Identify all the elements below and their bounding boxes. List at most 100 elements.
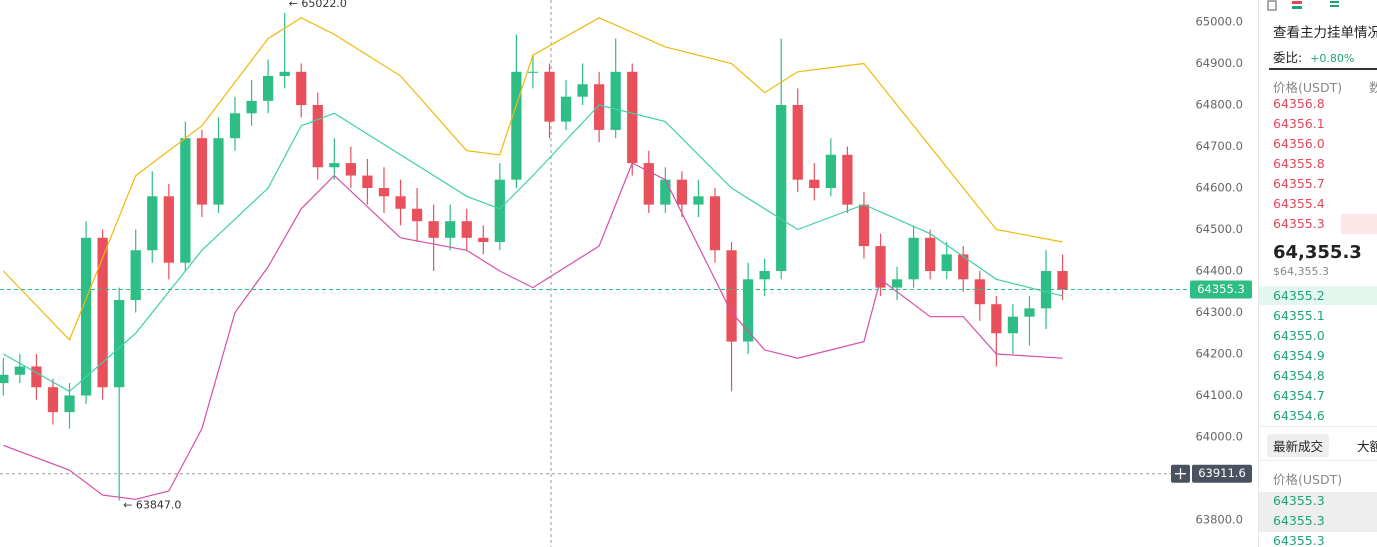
candle-body <box>875 246 886 288</box>
candle-body <box>213 138 224 205</box>
last-price-tag <box>1190 280 1252 299</box>
candle-body <box>726 250 737 342</box>
candle-body <box>560 96 572 122</box>
ask-price: 64356.0 <box>1273 136 1325 151</box>
band-line <box>2 17 1063 341</box>
candle-body <box>163 196 174 263</box>
ask-price: 64356.1 <box>1273 116 1325 131</box>
y-tick-label: 64700.0 <box>1195 139 1243 153</box>
candle-body <box>362 175 373 189</box>
candle-body <box>0 374 9 384</box>
candle-body <box>511 71 522 180</box>
band-line <box>3 104 1063 393</box>
ask-price: 64355.4 <box>1273 196 1325 211</box>
plus-icon <box>1175 468 1186 480</box>
y-tick-label: 64900.0 <box>1195 56 1243 70</box>
divider <box>1259 426 1377 427</box>
candle-body <box>577 84 588 97</box>
candle-body <box>925 237 936 272</box>
candle-body <box>709 196 721 251</box>
candle-body <box>908 237 919 280</box>
y-tick-label: 65000.0 <box>1195 14 1243 28</box>
tab[interactable]: 大额 <box>1357 439 1377 454</box>
y-tick-label: 64000.0 <box>1195 430 1243 444</box>
bid-price: 64355.2 <box>1273 288 1325 303</box>
y-tick-label: 63800.0 <box>1195 513 1243 527</box>
y-tick-label: 64500.0 <box>1195 222 1243 236</box>
candle-body <box>643 163 654 205</box>
candle-body <box>974 279 985 305</box>
candle-body <box>776 105 787 272</box>
icon[interactable] <box>1292 1 1302 4</box>
promo-link[interactable]: 查看主力挂单情况 <box>1273 25 1377 41</box>
trade-highlight <box>1259 492 1377 532</box>
candle-body <box>196 138 208 205</box>
ask-price: 64355.7 <box>1273 176 1325 191</box>
candle-body <box>114 300 125 388</box>
candle-body <box>594 84 605 130</box>
candle-body <box>31 366 42 388</box>
candle-body <box>742 279 754 342</box>
candle-body <box>97 237 108 388</box>
bid-price: 64354.8 <box>1273 368 1325 383</box>
book-header: 价格(USDT) <box>1273 80 1343 95</box>
candle-body <box>858 204 870 247</box>
candle-body <box>64 395 75 413</box>
ratio: 委比: +0.80% <box>1273 47 1354 66</box>
bid-price: 64355.0 <box>1273 328 1325 343</box>
candle-body <box>345 163 357 176</box>
divider <box>1259 460 1377 461</box>
candle-body <box>610 71 621 130</box>
candle-body <box>991 304 1002 334</box>
candle-body <box>494 179 505 242</box>
tab[interactable]: 最新成交 <box>1267 434 1330 457</box>
candle-body <box>660 179 671 205</box>
chart: 63800.063900.064000.064100.064200.064300… <box>0 0 1252 547</box>
candle-body <box>809 179 820 189</box>
ratio-label: 委比: <box>1273 50 1303 65</box>
candle-body <box>130 250 141 301</box>
crosshair-label: 63911.6 <box>1198 466 1246 480</box>
candle-body <box>693 196 704 205</box>
trades-header: 价格(USDT) <box>1273 472 1343 487</box>
candle-body <box>279 71 290 76</box>
bid-price: 64354.9 <box>1273 348 1325 363</box>
candle-body <box>627 71 638 164</box>
candle-body <box>1024 308 1035 317</box>
mid-fiat: $64,355.3 <box>1273 265 1329 278</box>
bid-price: 64354.6 <box>1273 408 1325 423</box>
candle-body <box>891 279 903 288</box>
candle-body <box>759 271 770 280</box>
candle-body <box>411 208 423 222</box>
candle-body <box>378 188 390 197</box>
mid-price: 64,355.3 <box>1273 242 1362 263</box>
book-header: 数 <box>1369 77 1377 96</box>
candle-body <box>296 71 307 106</box>
icon[interactable] <box>1267 0 1277 11</box>
ask-price: 64355.8 <box>1273 156 1325 171</box>
divider <box>1269 68 1377 70</box>
candle-body <box>312 105 323 168</box>
crosshair-tag <box>1192 464 1252 483</box>
candle-body <box>428 221 439 238</box>
candle-body <box>80 237 92 396</box>
candle-body <box>1057 271 1068 290</box>
candle-body <box>527 71 539 73</box>
trade-price: 64355.3 <box>1273 513 1325 528</box>
y-tick-label: 64300.0 <box>1195 305 1243 319</box>
y-tick-label: 64600.0 <box>1195 181 1243 195</box>
candle-body <box>329 163 340 168</box>
candle-body <box>395 196 406 209</box>
candle-body <box>445 221 456 238</box>
candle-body <box>147 196 158 251</box>
trade-price: 64355.3 <box>1273 493 1325 508</box>
ask-price: 64355.3 <box>1273 216 1325 231</box>
candle-body <box>544 71 555 122</box>
icon <box>1292 6 1302 9</box>
toolbar-icons <box>1267 0 1339 11</box>
candle-body <box>14 366 25 375</box>
candle-body <box>958 254 969 280</box>
y-tick-label: 64200.0 <box>1195 347 1243 361</box>
